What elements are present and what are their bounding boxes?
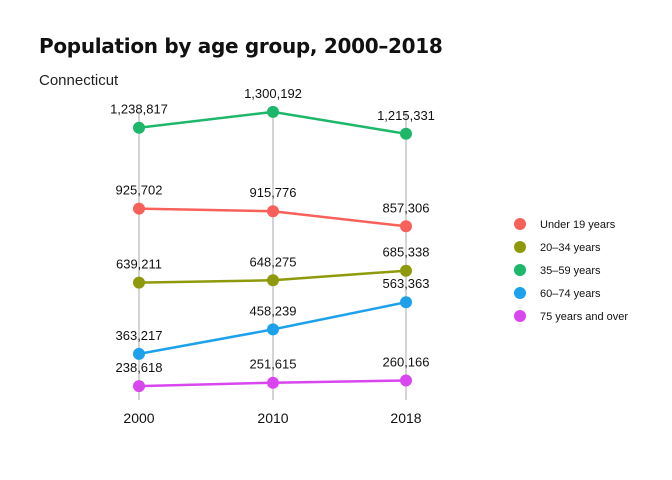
data-point [400, 264, 412, 277]
data-label: 563,363 [383, 276, 430, 291]
data-point [133, 380, 145, 393]
legend-swatch [514, 287, 526, 299]
data-label: 238,618 [116, 360, 163, 375]
data-label: 1,215,331 [377, 108, 435, 123]
data-point [400, 127, 412, 140]
data-point [400, 374, 412, 387]
data-labels: 925,702 915,776 857,306 639,211 648,275 685,3… [110, 86, 435, 375]
data-point [133, 347, 145, 360]
chart-title: Population by age group, 2000–2018 [39, 34, 443, 58]
legend-entry-label: 20–34 years [540, 242, 601, 254]
legend-entry-label: Under 19 years [540, 219, 616, 231]
data-point [267, 274, 279, 287]
legend-swatch [514, 241, 526, 253]
data-label: 648,275 [250, 254, 297, 269]
chart-subtitle: Connecticut [39, 72, 119, 89]
data-point [133, 276, 145, 289]
data-point [133, 121, 145, 134]
legend-entry-label: 75 years and over [540, 311, 628, 323]
data-point [400, 296, 412, 309]
legend-swatch [514, 218, 526, 230]
legend-swatch [514, 310, 526, 322]
x-axis-ticks: 2000 2010 2018 [123, 410, 421, 426]
data-point [267, 323, 279, 336]
x-tick-label: 2010 [257, 410, 288, 426]
x-tick-label: 2000 [123, 410, 154, 426]
data-label: 363,217 [116, 328, 163, 343]
data-point [267, 105, 279, 118]
legend-entry-label: 60–74 years [540, 288, 601, 300]
data-label: 1,300,192 [244, 86, 302, 101]
data-label: 857,306 [383, 200, 430, 215]
data-label: 639,211 [116, 257, 162, 272]
x-tick-label: 2018 [390, 410, 421, 426]
legend-swatch [514, 264, 526, 276]
data-label: 458,239 [250, 303, 297, 318]
data-point [400, 220, 412, 233]
legend-entry-label: 35–59 years [540, 265, 601, 277]
series-points [133, 105, 412, 393]
data-point [267, 376, 279, 389]
data-label: 925,702 [116, 183, 163, 198]
data-point [133, 202, 145, 215]
data-label: 251,615 [250, 357, 297, 372]
data-point [267, 205, 279, 218]
data-label: 685,338 [383, 245, 430, 260]
data-label: 915,776 [250, 185, 297, 200]
data-label: 1,238,817 [110, 102, 168, 117]
legend: Under 19 years 20–34 years 35–59 years 60–7… [514, 218, 628, 323]
data-label: 260,166 [383, 355, 430, 370]
